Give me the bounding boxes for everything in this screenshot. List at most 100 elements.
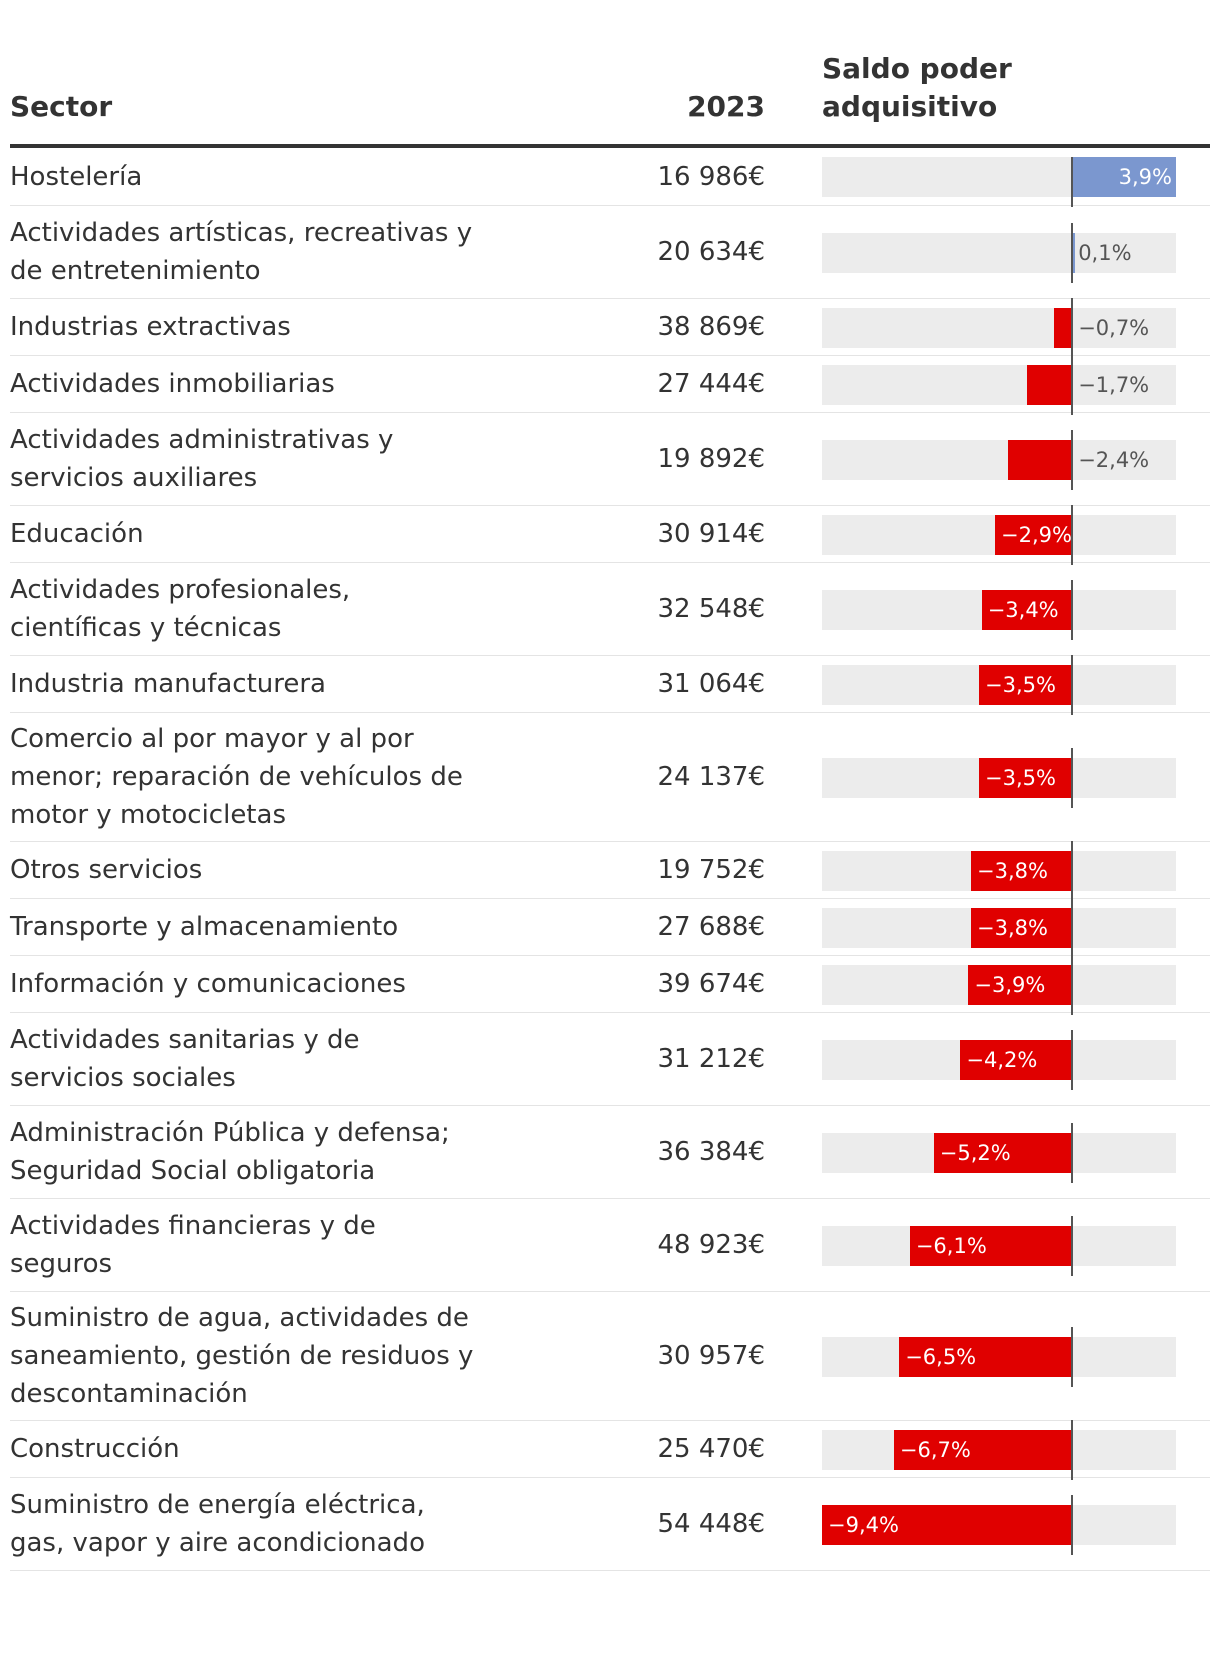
zero-axis [1071,429,1074,490]
zero-axis [1071,1122,1074,1183]
sector-name: Actividades financieras y de seguros [10,1199,480,1291]
bar [981,589,1073,630]
bar [971,907,1073,948]
zero-axis [1071,354,1074,415]
bar-label: 3,9% [1118,165,1172,189]
bar-label: −1,7% [1078,372,1150,397]
table-header: Sector 2023 Saldo poder adquisitivo [10,0,1210,148]
salary-value: 30 957€ [657,1341,765,1371]
zero-axis [1071,840,1074,901]
bar [979,757,1073,798]
sector-name-text: Transporte y almacenamiento [10,912,399,942]
sector-name-text: Industria manufacturera [10,669,326,699]
salary-value: 54 448€ [657,1509,765,1539]
sector-name-text: Educación [10,519,144,549]
salary-value: 16 986€ [657,161,765,192]
bar-label: 0,1% [1078,240,1132,265]
zero-axis [1071,1419,1074,1480]
bar-track: −9,4% [822,1504,1176,1545]
sector-name: Suministro de agua, actividades de sanea… [10,1292,480,1420]
salary-value: 30 914€ [657,519,765,549]
sector-name: Información y comunicaciones [10,956,480,1012]
sector-name: Transporte y almacenamiento [10,899,480,955]
header-year: 2023 [687,90,765,123]
salary-value: 31 212€ [657,1044,765,1074]
bar-label: −0,7% [1078,315,1150,340]
salary-value: 19 752€ [657,855,765,885]
bar [995,514,1073,555]
bar-track: −6,7% [822,1429,1176,1470]
zero-axis [1071,1494,1074,1555]
salary-value: 36 384€ [657,1137,765,1167]
bar-label: −6,1% [915,1233,987,1258]
bar-track: 0,1% [822,232,1176,273]
table-row: Actividades inmobiliarias 27 444€ −1,7% [10,354,1210,415]
bar-track: −5,2% [822,1132,1176,1173]
bar [1053,307,1073,348]
bar [971,850,1073,891]
bar-track: −1,7% [822,364,1176,405]
bar-track: −3,9% [822,964,1176,1005]
bar-track: −3,5% [822,757,1176,798]
bar [893,1429,1073,1470]
table-row: Industrias extractivas 38 869€ −0,7% [10,297,1210,358]
bar-label: −9,4% [828,1512,899,1537]
sector-name-text: Actividades sanitarias y de servicios so… [10,1025,360,1093]
bar [960,1039,1073,1080]
bar-track: −2,4% [822,439,1176,480]
table-row: Transporte y almacenamiento 27 688€ −3,8% [10,897,1210,958]
table-row: Actividades financieras y de seguros 48 9… [10,1199,1210,1292]
salary-value: 27 444€ [657,369,765,399]
zero-axis [1071,747,1074,808]
bar-track: −6,1% [822,1225,1176,1266]
bar-label: −3,5% [985,765,1056,790]
sector-name-text: Comercio al por mayor y al por menor; re… [10,724,463,830]
sector-name-text: Otros servicios [10,855,203,885]
bar-label: −3,8% [977,858,1048,883]
bar [968,964,1073,1005]
bar-track: −3,8% [822,907,1176,948]
table-row: Actividades sanitarias y de servicios so… [10,1013,1210,1106]
sector-name-text: Administración Pública y defensa; Seguri… [10,1118,450,1186]
bar-track: −0,7% [822,307,1176,348]
zero-axis [1071,654,1074,715]
sector-name-text: Actividades financieras y de seguros [10,1211,376,1279]
table-row: Hostelería 16 986€ 3,9% [10,148,1210,207]
bar [909,1225,1073,1266]
bar-label: −2,4% [1078,447,1150,472]
sector-name: Construcción [10,1421,480,1477]
bar-label: −2,9% [1001,522,1072,547]
bar-label: −4,2% [966,1047,1038,1072]
sector-name: Industrias extractivas [10,299,480,355]
salary-value: 24 137€ [657,762,765,792]
bar-label: −5,2% [939,1140,1011,1165]
table-row: Otros servicios 19 752€ −3,8% [10,840,1210,901]
bar-label: −3,4% [987,597,1059,622]
zero-axis [1071,1215,1074,1276]
header-saldo-line1: Saldo poder [822,52,1012,85]
header-sector: Sector [10,90,113,123]
table-row: Comercio al por mayor y al por menor; re… [10,713,1210,842]
sector-name-text: Información y comunicaciones [10,969,406,999]
sector-name: Otros servicios [10,842,480,898]
zero-axis [1071,897,1074,958]
bar [1072,232,1075,273]
zero-axis [1071,504,1074,565]
table-row: Actividades administrativas y servicios … [10,413,1210,506]
sector-name: Actividades inmobiliarias [10,356,480,412]
table-row: Información y comunicaciones 39 674€ −3,9% [10,954,1210,1015]
bar-label: −3,8% [977,915,1048,940]
sector-name: Actividades artísticas, recreativas y de… [10,206,480,298]
sector-name: Suministro de energía eléctrica, gas, va… [10,1478,480,1570]
sector-name-text: Construcción [10,1434,180,1464]
sector-name-text: Actividades administrativas y servicios … [10,425,394,493]
sector-name-text: Actividades inmobiliarias [10,369,335,399]
header-saldo-line2: adquisitivo [822,90,998,123]
salary-value: 48 923€ [657,1230,765,1260]
bar [899,1336,1073,1377]
salary-value: 19 892€ [657,444,765,474]
bar-label: −3,5% [985,672,1056,697]
bar-label: −6,5% [905,1344,977,1369]
bar-label: −6,7% [899,1437,971,1462]
bar [979,664,1073,705]
